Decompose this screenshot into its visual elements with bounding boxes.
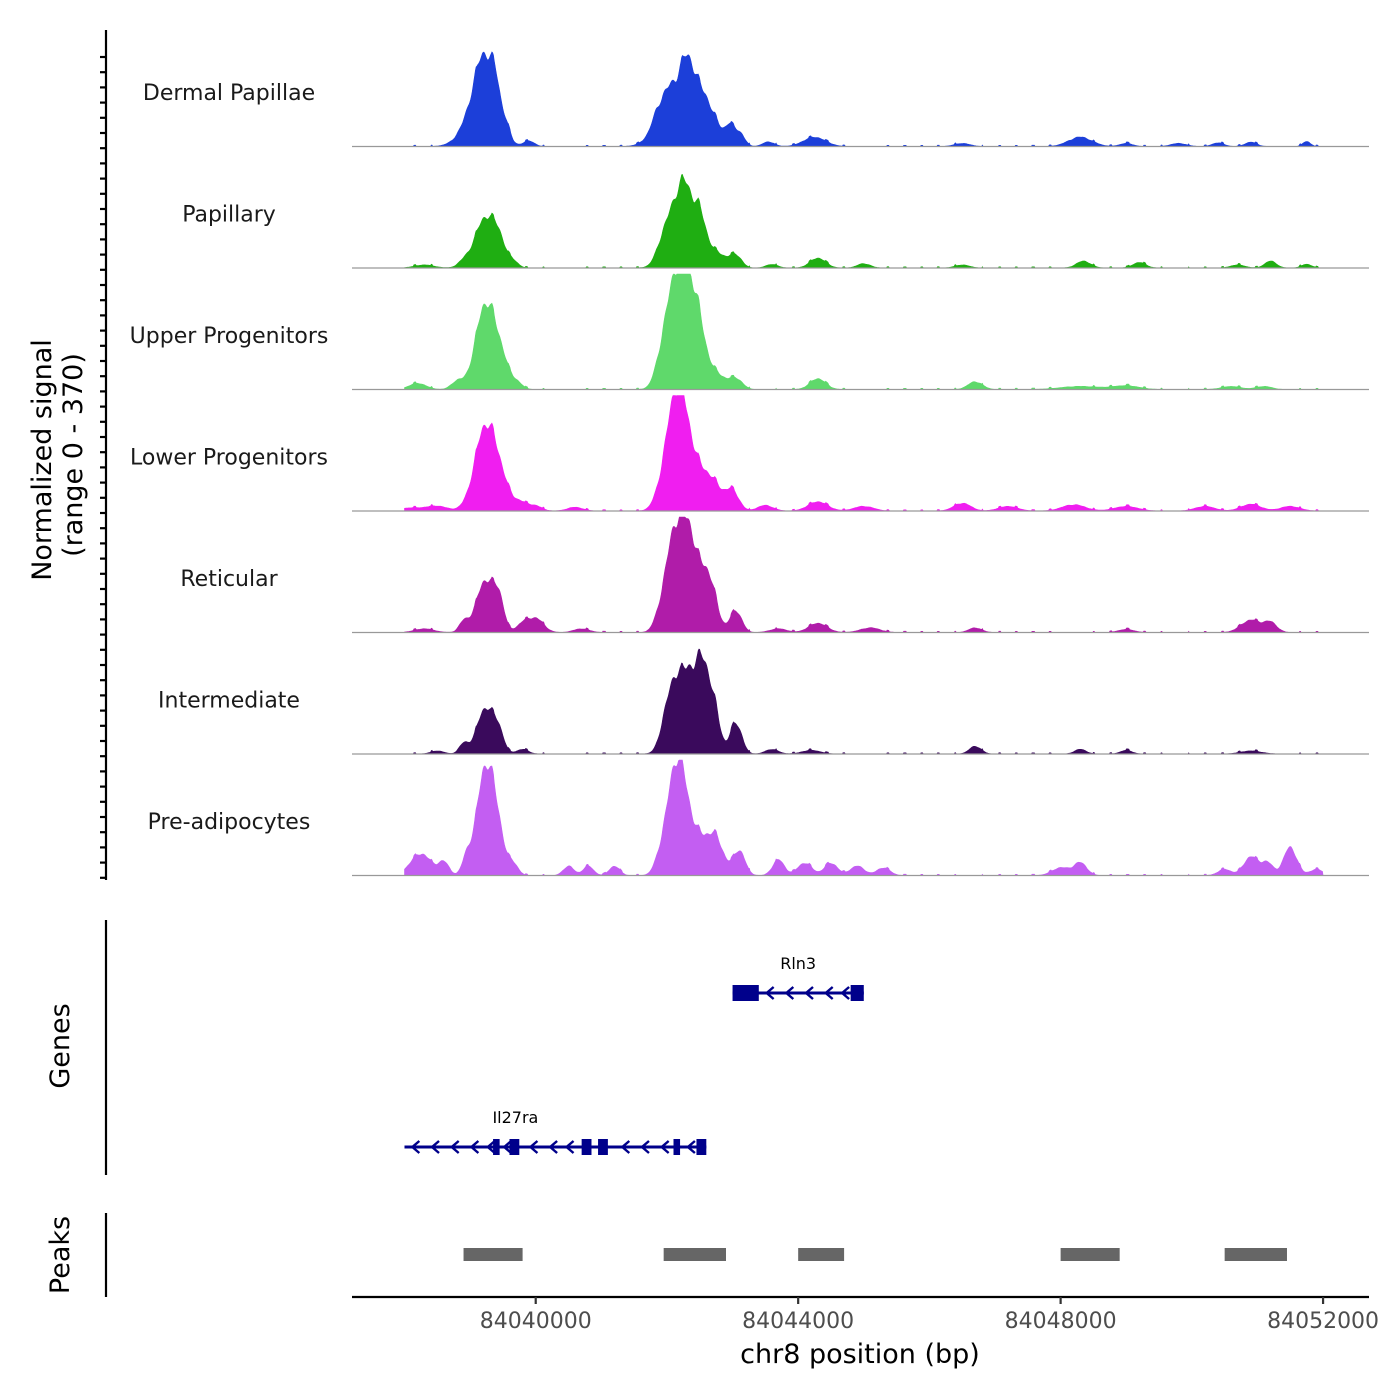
track-label: Intermediate — [158, 689, 300, 714]
signal-area — [404, 648, 1324, 755]
signal-area — [404, 51, 1324, 147]
gene-exon — [673, 1139, 681, 1155]
x-tick-label: 84048000 — [1005, 1309, 1117, 1334]
track-label: Dermal Papillae — [143, 81, 315, 106]
peak-region — [1060, 1248, 1120, 1261]
strand-arrow — [840, 986, 850, 1000]
strand-arrow — [485, 1140, 496, 1154]
strand-arrow — [620, 1140, 631, 1154]
strand-arrow — [784, 986, 795, 1000]
track-label: Reticular — [180, 567, 278, 592]
y-axis-range: (range 0 - 370) — [58, 353, 89, 557]
strand-arrow — [640, 1140, 650, 1154]
signal-tracks: Dermal Papillae Papillary Upper Progenitor… — [130, 51, 1369, 877]
peak-region — [663, 1248, 726, 1261]
track-label: Pre-adipocytes — [148, 810, 311, 835]
strand-arrow — [469, 1140, 480, 1154]
gene-exon — [598, 1139, 608, 1155]
signal-area — [404, 395, 1324, 512]
genes-panel-title: Genes — [45, 1003, 76, 1088]
track-label: Papillary — [182, 203, 276, 228]
peaks-panel: Peaks — [45, 1213, 1287, 1297]
x-tick-label: 84044000 — [742, 1309, 854, 1334]
strand-arrow — [804, 986, 814, 1000]
peak-regions — [463, 1248, 1287, 1261]
strand-arrow — [564, 1140, 575, 1154]
gene-rln3: Rln3 — [732, 954, 864, 1001]
strand-arrow — [823, 986, 834, 1000]
strand-arrow — [764, 986, 775, 1000]
gene-exon — [732, 985, 759, 1001]
y-axis-title: Normalized signal — [27, 339, 58, 581]
peak-region — [463, 1248, 523, 1261]
strand-arrow — [548, 1140, 558, 1154]
x-tick-label: 84052000 — [1267, 1309, 1379, 1334]
track-dermal-papillae: Dermal Papillae — [143, 51, 1369, 148]
track-papillary: Papillary — [182, 174, 1369, 269]
track-label: Upper Progenitors — [130, 324, 329, 349]
peak-region — [798, 1248, 845, 1261]
signal-panel: Normalized signal (range 0 - 370) Dermal… — [27, 30, 1369, 880]
track-label: Lower Progenitors — [130, 446, 328, 471]
track-lower-progenitors: Lower Progenitors — [130, 395, 1369, 512]
track-intermediate: Intermediate — [158, 648, 1369, 755]
gene-exon — [509, 1139, 520, 1155]
strand-arrow — [686, 1140, 696, 1154]
gene-exon — [493, 1139, 500, 1155]
gene-models: Rln3 Il27ra — [404, 954, 864, 1155]
gene-label: Rln3 — [780, 954, 816, 973]
gene-label: Il27ra — [492, 1108, 538, 1127]
signal-area — [404, 174, 1324, 269]
gene-il27ra: Il27ra — [404, 1108, 707, 1155]
signal-y-ticks — [100, 55, 106, 879]
track-upper-progenitors: Upper Progenitors — [130, 273, 1369, 391]
gene-exon — [850, 985, 864, 1001]
x-axis: 84040000 84044000 84048000 84052000 chr8 po… — [352, 1295, 1379, 1370]
x-axis-title: chr8 position (bp) — [740, 1339, 980, 1370]
strand-arrow — [449, 1140, 460, 1154]
strand-arrow — [659, 1140, 670, 1154]
track-reticular: Reticular — [180, 516, 1369, 634]
x-ticks: 84040000 84044000 84048000 84052000 — [480, 1297, 1379, 1334]
strand-arrow — [430, 1140, 440, 1154]
genes-panel: Genes Rln3 Il27ra — [45, 920, 864, 1175]
strand-arrow — [528, 1140, 539, 1154]
signal-area — [404, 516, 1324, 633]
strand-arrow — [502, 1140, 512, 1154]
peak-region — [1224, 1248, 1287, 1261]
gene-exon — [696, 1139, 707, 1155]
track-pre-adipocytes: Pre-adipocytes — [148, 759, 1369, 877]
strand-arrow — [410, 1140, 421, 1154]
signal-area — [404, 759, 1324, 876]
signal-area — [404, 273, 1324, 390]
x-tick-label: 84040000 — [480, 1309, 592, 1334]
peaks-panel-title: Peaks — [45, 1216, 76, 1294]
gene-exon — [581, 1139, 592, 1155]
